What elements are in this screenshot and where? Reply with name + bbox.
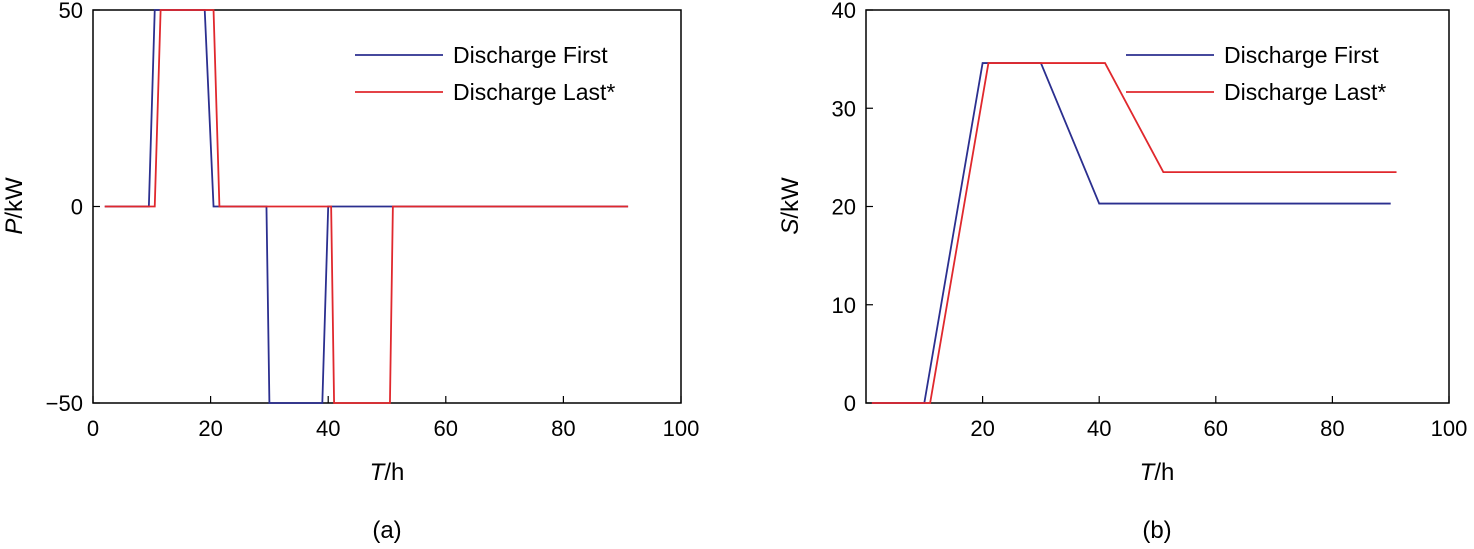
- y-tick-label: 30: [832, 96, 856, 121]
- x-tick-label: 60: [1204, 416, 1228, 441]
- x-tick-label: 80: [1320, 416, 1344, 441]
- panel-label-a: (a): [372, 517, 401, 544]
- y-tick-label: 0: [844, 391, 856, 416]
- legend-entry: Discharge First: [453, 42, 608, 68]
- x-axis-label-b: T/h: [1140, 459, 1175, 486]
- x-tick-label: 60: [434, 416, 458, 441]
- x-tick-label: 0: [87, 416, 99, 441]
- x-axis-label-a: T/h: [370, 459, 405, 486]
- y-tick-label: 20: [832, 195, 856, 220]
- y-tick-label: 40: [832, 0, 856, 23]
- x-tick-label: 40: [1087, 416, 1111, 441]
- legend-entry: Discharge Last*: [453, 79, 615, 105]
- x-tick-label: 40: [316, 416, 340, 441]
- legend-a: Discharge First Discharge Last*: [355, 42, 615, 105]
- plot-frame-b: [865, 9, 1450, 404]
- x-tick-label: 20: [198, 416, 222, 441]
- panel-label-b: (b): [1142, 517, 1171, 544]
- legend-entry: Discharge Last*: [1224, 79, 1386, 105]
- series-group-b: [871, 62, 1397, 404]
- y-tick-label: 0: [71, 195, 83, 220]
- legend-entry: Discharge First: [1224, 42, 1379, 68]
- series-line-discharge-first: [871, 62, 1391, 404]
- series-group-a: [104, 9, 629, 404]
- y-tick-label: 10: [832, 293, 856, 318]
- x-tick-label: 80: [551, 416, 575, 441]
- axis-ticks-b: 20 40 60 80 100 0 10 20 30 40: [832, 0, 1468, 441]
- series-line-discharge-last: [104, 9, 629, 404]
- y-tick-label: 50: [59, 0, 83, 23]
- x-tick-label: 20: [970, 416, 994, 441]
- legend-b: Discharge First Discharge Last*: [1126, 42, 1386, 105]
- y-tick-label: −50: [46, 391, 83, 416]
- series-line-discharge-last: [871, 62, 1397, 404]
- y-axis-label-a: P/kW: [1, 177, 28, 235]
- x-tick-label: 100: [663, 416, 700, 441]
- y-axis-label-b: S/kW: [777, 177, 804, 235]
- x-tick-label: 100: [1431, 416, 1468, 441]
